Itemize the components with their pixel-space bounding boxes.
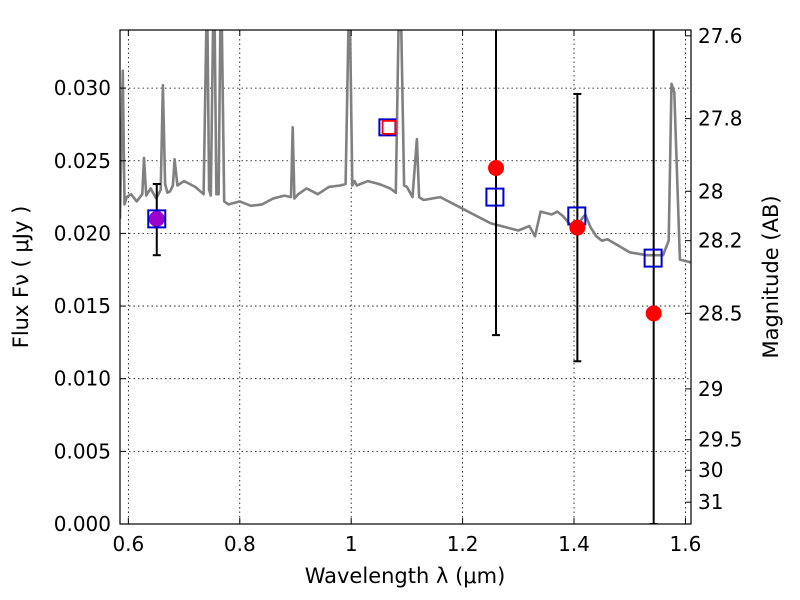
observed-point-blended: [148, 210, 165, 227]
y2-tick-label: 27.8: [698, 107, 743, 131]
y2-tick-label: 28: [698, 179, 723, 203]
axes-frame: [119, 29, 692, 525]
y-tick-label: 0.005: [54, 439, 111, 463]
y2-axis-label: Magnitude (AB): [759, 195, 783, 358]
tick-marks: [120, 30, 691, 525]
spectrum-line: [120, 30, 691, 264]
observed-point: [488, 160, 505, 177]
y-tick-label: 0.025: [54, 149, 111, 173]
y2-tick-label: 29: [698, 377, 723, 401]
observed-point: [569, 219, 586, 236]
model-photometry-square: [147, 209, 167, 229]
x-tick-label: 0.8: [224, 532, 256, 556]
y2-tick-label: 29.5: [698, 428, 743, 452]
y2-tick-label: 28.2: [698, 229, 743, 253]
plot-area: [120, 30, 691, 524]
y2-tick-label: 27.6: [698, 24, 743, 48]
model-photometry-square: [485, 187, 505, 207]
x-axis-label: Wavelength λ (μm): [305, 564, 506, 588]
y-axis-label: Flux Fν ( μJy ): [9, 206, 33, 349]
y-tick-label: 0.000: [54, 512, 111, 536]
x-tick-label: 1: [345, 532, 358, 556]
x-tick-label: 0.6: [112, 532, 144, 556]
x-tick-label: 1.2: [447, 532, 479, 556]
model-photometry-square: [643, 248, 663, 268]
y-tick-label: 0.010: [54, 367, 111, 391]
x-tick-label: 1.4: [558, 532, 590, 556]
y2-tick-label: 30: [698, 458, 723, 482]
y2-tick-label: 31: [698, 490, 723, 514]
y-tick-label: 0.015: [54, 294, 111, 318]
tick-labels: 0.6 0.8 1 1.2 1.4 1.6 0.000 0.005 0.010 0.015 0.02…: [54, 24, 743, 556]
y2-tick-label: 28.5: [698, 301, 743, 325]
x-tick-label: 1.6: [670, 532, 702, 556]
y-tick-label: 0.030: [54, 76, 111, 100]
y-tick-label: 0.020: [54, 221, 111, 245]
observed-point: [645, 305, 662, 322]
observed-point-square: [381, 119, 397, 135]
